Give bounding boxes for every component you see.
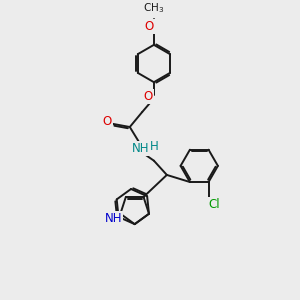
Text: CH$_3$: CH$_3$ bbox=[143, 1, 164, 14]
Text: O: O bbox=[103, 115, 112, 128]
Text: O: O bbox=[145, 20, 154, 33]
Text: H: H bbox=[149, 140, 158, 153]
Text: NH: NH bbox=[104, 212, 122, 225]
Text: O: O bbox=[144, 90, 153, 103]
Text: Cl: Cl bbox=[208, 197, 220, 211]
Text: NH: NH bbox=[132, 142, 150, 155]
